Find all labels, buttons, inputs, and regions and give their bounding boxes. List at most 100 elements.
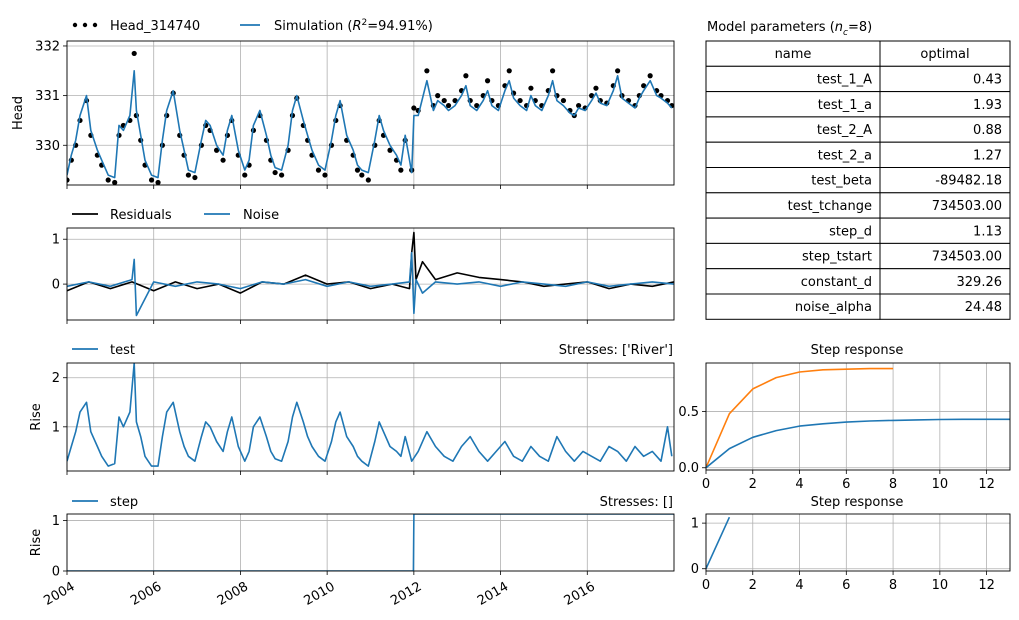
contribution-step-legend: step Stresses: []: [72, 495, 673, 510]
contribution-step-panel: 2004 2006 2008 2010 2012 2014 2016 0 1 Rise: [29, 513, 675, 609]
x-tick-label: 12: [978, 477, 995, 492]
x-tick-label: 0: [702, 578, 710, 593]
table-cell: [879, 242, 1011, 270]
contribution-test-legend: test Stresses: ['River']: [72, 343, 673, 358]
param-name: test_1_A: [817, 72, 872, 87]
y-tick-label: 332: [35, 39, 60, 54]
table-cell: [705, 65, 881, 93]
y-tick-label: 1: [52, 233, 60, 248]
x-tick-label: 10: [932, 578, 949, 593]
table-row: test_beta -89482.18: [705, 167, 1011, 194]
param-name: test_2_A: [817, 123, 872, 138]
table-cell: [879, 167, 1011, 194]
table-cell: [705, 91, 881, 118]
head-legend: Head_314740 Simulation (R2=94.91%): [72, 18, 433, 34]
legend-observed-label: Head_314740: [110, 19, 200, 34]
table-row: test_2_A 0.88: [705, 116, 1011, 143]
observed-point: [67, 177, 70, 183]
observed-point: [387, 147, 393, 153]
x-tick-label: 2004: [41, 579, 77, 609]
observed-point: [272, 169, 278, 176]
y-axis-label: Rise: [29, 403, 44, 430]
observed-point: [242, 172, 248, 178]
observed-point: [279, 172, 285, 178]
residuals-legend: Residuals Noise: [72, 208, 279, 223]
observed-point: [398, 167, 404, 173]
table-cell: [705, 141, 881, 168]
observed-point: [359, 172, 365, 178]
param-value: 329.26: [957, 275, 1003, 290]
param-name: noise_alpha: [795, 300, 872, 315]
table-cell: [879, 293, 1011, 320]
observed-point: [484, 78, 491, 84]
y-tick-label: 0: [691, 562, 699, 577]
param-value: 24.48: [965, 300, 1002, 315]
y-tick-label: 2: [52, 371, 60, 386]
observed-point: [441, 97, 447, 104]
plot-area: [67, 50, 674, 185]
param-name: step_tstart: [802, 250, 872, 265]
x-tick-label: 12: [978, 578, 995, 593]
x-tick-label: 4: [795, 578, 803, 593]
table-cell: [705, 116, 881, 143]
contribution-test-panel: 1 2 Rise: [29, 362, 675, 475]
series-line: [706, 367, 894, 469]
table-row: test_tchange 734503.00: [705, 192, 1011, 219]
axes-frame: [66, 513, 675, 572]
observed-point: [517, 97, 523, 104]
table-row: step_tstart 734503.00: [705, 242, 1011, 270]
observed-point: [354, 167, 361, 173]
param-value: 0.43: [973, 72, 1002, 87]
y-tick-label: 0.0: [678, 461, 699, 476]
y-tick-label: 1: [52, 514, 60, 529]
x-tick-label: 10: [932, 477, 949, 492]
param-value: 0.88: [973, 123, 1002, 138]
step-response-title: Step response: [811, 343, 904, 358]
observed-point: [528, 85, 534, 91]
x-tick-label: 6: [842, 578, 850, 593]
stresses-river-title: Stresses: ['River']: [559, 343, 673, 358]
observed-point: [131, 50, 137, 57]
plot-area: [67, 231, 674, 317]
observed-point: [576, 102, 582, 109]
observed-point: [105, 177, 111, 183]
observed-point: [112, 179, 118, 185]
table-header-row: name optimal: [705, 40, 1011, 67]
head-panel: 330 331 332 Head: [11, 39, 675, 189]
x-tick-label: 8: [889, 578, 897, 593]
x-tick-label: 8: [889, 477, 897, 492]
y-axis-label: Head: [11, 96, 26, 130]
observed-point: [315, 167, 322, 173]
y-tick-label: 0.5: [678, 405, 699, 420]
param-value: -89482.18: [935, 174, 1002, 189]
observed-point: [213, 147, 220, 153]
observed-point: [474, 102, 480, 109]
observed-point: [615, 68, 621, 74]
observed-point: [220, 157, 226, 163]
y-tick-label: 0: [52, 565, 60, 580]
param-name: test_tchange: [788, 199, 872, 214]
table-row: constant_d 329.26: [705, 268, 1011, 295]
observed-point: [322, 172, 328, 178]
param-name: test_1_a: [818, 98, 872, 113]
param-value: 1.27: [973, 148, 1002, 163]
column-header: name: [775, 47, 812, 62]
legend-test-label: test: [110, 343, 135, 358]
observed-point: [365, 177, 371, 183]
step-response-title: Step response: [811, 495, 904, 510]
axes-frame: [705, 362, 1011, 471]
observed-point: [148, 177, 155, 183]
param-name: constant_d: [801, 275, 872, 290]
observed-point: [445, 102, 452, 109]
axes-frame: [705, 513, 1011, 572]
series-line: [706, 418, 1010, 469]
legend-observed-marker: [72, 22, 78, 28]
observed-point: [647, 73, 653, 79]
y-tick-label: 1: [691, 517, 699, 532]
plot-area: [706, 367, 1010, 469]
plot-area: [67, 514, 674, 571]
observed-point: [550, 68, 556, 74]
x-tick-label: 2: [749, 578, 757, 593]
